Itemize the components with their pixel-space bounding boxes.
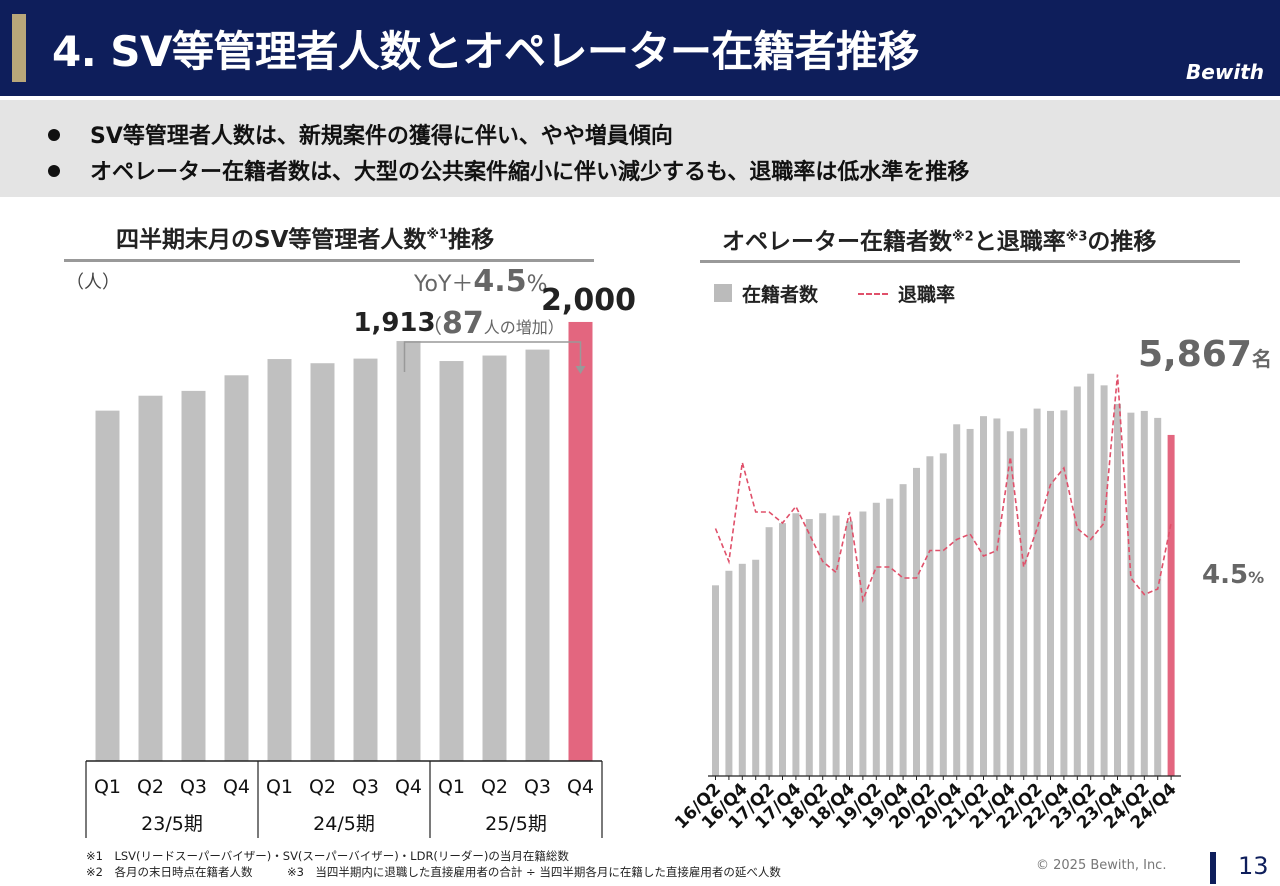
headcount-bar	[1060, 410, 1068, 776]
last-headcount-label: 5,867名	[1138, 334, 1272, 375]
headcount-bar	[765, 527, 773, 776]
sv-bar	[353, 358, 378, 761]
x-tick-label: Q3	[180, 776, 207, 798]
headcount-bar	[1047, 410, 1054, 776]
headcount-bar	[993, 418, 1001, 776]
x-tick-label: Q4	[223, 776, 250, 798]
x-tick-label: Q4	[567, 776, 594, 798]
increase-label: （87人の増加）	[422, 306, 564, 341]
right-title-rule	[700, 260, 1240, 263]
sv-bar	[310, 363, 335, 761]
headcount-bar	[899, 484, 907, 776]
headcount-bar	[846, 521, 853, 776]
headcount-bar	[1100, 385, 1108, 776]
headcount-bar	[779, 523, 786, 776]
headcount-bar	[966, 428, 974, 776]
x-tick-label: Q2	[309, 776, 336, 798]
x-tick-label: Q3	[524, 776, 551, 798]
bewith-logo: Bewith	[1186, 60, 1264, 84]
headcount-bar	[1127, 412, 1135, 776]
last-rate-label: 4.5%	[1202, 560, 1265, 590]
headcount-bar	[953, 424, 961, 776]
turnover-rate-line	[714, 374, 1172, 603]
right-chart-title: オペレーター在籍者数※2と退職率※3の推移	[722, 229, 1157, 255]
page-number-bar	[1210, 852, 1216, 884]
headcount-bar	[926, 456, 934, 776]
headcount-bar	[939, 453, 947, 776]
sv-bar	[181, 390, 206, 761]
sv-bar	[95, 410, 120, 761]
legend-bar-swatch	[714, 284, 732, 302]
sv-bar	[482, 355, 507, 761]
legend-bar-label: 在籍者数	[742, 284, 819, 306]
headcount-bar	[1114, 403, 1121, 776]
sv-bar	[267, 359, 292, 761]
headcount-bar	[792, 513, 800, 776]
sv-bar	[568, 321, 593, 761]
legend-line-label: 退職率	[898, 284, 956, 306]
yoy-arrowhead	[575, 366, 586, 374]
headcount-bar	[980, 416, 987, 776]
x-tick-label: Q2	[137, 776, 164, 798]
headcount-bar	[1020, 428, 1028, 776]
yoy-label: YoY＋4.5%	[414, 264, 548, 299]
sv-bar	[439, 361, 464, 761]
bar-data-label: 2,000	[541, 283, 636, 318]
x-tick-label: Q2	[481, 776, 508, 798]
headcount-bar	[1167, 434, 1175, 776]
header-bar	[0, 0, 1280, 96]
x-tick-label: Q3	[352, 776, 379, 798]
bar-data-label: 1,913	[353, 308, 435, 338]
operator-chart: 16/Q216/Q417/Q217/Q418/Q218/Q419/Q219/Q4…	[671, 373, 1181, 833]
sv-bar	[138, 395, 163, 761]
bullet-icon	[48, 129, 60, 141]
headcount-bar	[805, 519, 813, 776]
headcount-bar	[1006, 431, 1014, 776]
x-tick-label: Q1	[94, 776, 121, 798]
bullet-icon	[48, 165, 60, 177]
headcount-bar	[1073, 386, 1081, 776]
x-tick-label: Q1	[438, 776, 465, 798]
headcount-bar	[832, 515, 840, 776]
headcount-bar	[819, 513, 827, 776]
left-chart-title: 四半期末月のSV等管理者人数※1推移	[116, 227, 495, 253]
headcount-bar	[752, 559, 760, 776]
fiscal-year-label: 25/5期	[485, 813, 547, 835]
headcount-bar	[1033, 408, 1041, 776]
fiscal-year-label: 23/5期	[141, 813, 203, 835]
summary-bullet-1: SV等管理者人数は、新規案件の獲得に伴い、やや増員傾向	[48, 118, 673, 150]
x-tick-label: Q1	[266, 776, 293, 798]
copyright: © 2025 Bewith, Inc.	[1036, 858, 1167, 873]
yoy-bracket	[403, 341, 582, 372]
headcount-bar	[886, 498, 894, 776]
fiscal-year-label: 24/5期	[313, 813, 375, 835]
headcount-bar	[859, 511, 867, 776]
legend-line-swatch	[858, 293, 888, 295]
left-unit-label: （人）	[66, 272, 120, 293]
sv-bar	[224, 375, 249, 761]
left-title-rule	[64, 259, 594, 262]
summary-box: SV等管理者人数は、新規案件の獲得に伴い、やや増員傾向 オペレーター在籍者数は、…	[0, 100, 1280, 197]
headcount-bar	[725, 570, 733, 776]
headcount-bar	[712, 585, 719, 776]
headcount-bar	[1154, 417, 1162, 776]
headcount-bar	[872, 502, 880, 776]
headcount-bar	[1087, 373, 1095, 776]
header-accent	[12, 14, 26, 82]
footnotes: ※1 LSV(リードスーパーバイザー)・SV(スーパーバイザー)・LDR(リーダ…	[86, 849, 781, 879]
page-number: 13	[1238, 852, 1269, 880]
sv-bar	[525, 349, 550, 761]
x-tick-label: Q4	[395, 776, 422, 798]
sv-bar	[396, 341, 421, 761]
headcount-bar	[913, 467, 920, 776]
summary-bullet-2: オペレーター在籍者数は、大型の公共案件縮小に伴い減少するも、退職率は低水準を推移	[48, 154, 969, 186]
sv-manager-chart: Q1 Q2 Q3 Q4 Q1 Q2 Q3 Q4 Q1 Q2 Q3 Q4 23/5期 24/5期 25/5期 1…	[85, 283, 636, 838]
headcount-bar	[738, 563, 746, 776]
page-title: 4. SV等管理者人数とオペレーター在籍者推移	[52, 27, 920, 76]
